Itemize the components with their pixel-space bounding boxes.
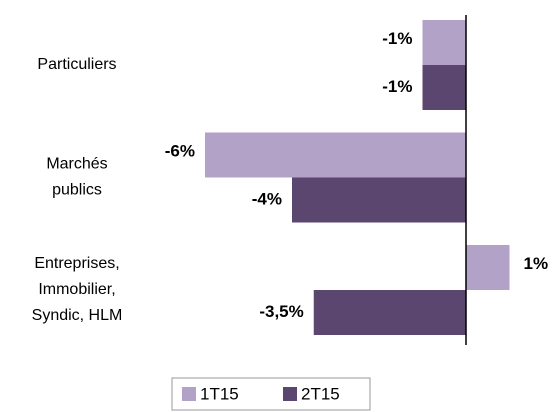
category-label: Immobilier, [38, 281, 115, 298]
value-label: -6% [165, 141, 195, 160]
legend-label: 2T15 [301, 384, 340, 403]
bar [422, 65, 466, 110]
bar [466, 245, 510, 290]
bar [422, 20, 466, 65]
category-label: Entreprises, [34, 255, 119, 272]
bar [313, 290, 466, 335]
bar [205, 132, 466, 178]
legend-swatch [182, 387, 196, 401]
category-label: publics [52, 182, 102, 199]
category-label: Marchés [46, 156, 107, 173]
category-label: Syndic, HLM [32, 307, 123, 324]
legend-label: 1T15 [200, 384, 239, 403]
category-label: Particuliers [37, 56, 116, 73]
value-label: 1% [524, 254, 549, 273]
legend-box [171, 377, 371, 411]
value-label: -3,5% [259, 302, 303, 321]
value-label: -1% [382, 77, 412, 96]
bar [292, 177, 466, 223]
value-label: -1% [382, 29, 412, 48]
value-label: -4% [252, 189, 282, 208]
legend-swatch [283, 387, 297, 401]
